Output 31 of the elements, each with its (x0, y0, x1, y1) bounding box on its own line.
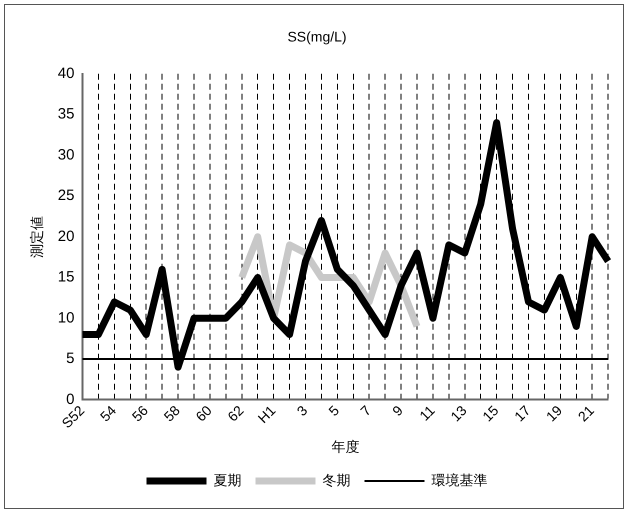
y-tick-label: 20 (58, 228, 74, 245)
legend-label: 環境基準 (432, 472, 488, 488)
y-tick-label: 35 (58, 106, 74, 123)
y-tick-label: 5 (66, 350, 74, 368)
y-tick-label: 25 (58, 187, 74, 204)
x-tick-label: 19 (542, 402, 566, 425)
legend-label: 夏期 (214, 472, 242, 488)
y-tick-label: 30 (58, 146, 74, 164)
x-tick-label: 62 (224, 402, 247, 425)
x-tick-label: 56 (128, 402, 152, 425)
x-tick-label: 3 (294, 402, 310, 420)
x-tick-label: 17 (511, 402, 534, 425)
chart-title: SS(mg/L) (287, 28, 347, 44)
legend-label: 冬期 (322, 472, 350, 488)
x-tick-label: 5 (325, 402, 342, 420)
x-tick-label: 7 (357, 402, 374, 420)
y-tick-label: 15 (58, 268, 74, 286)
y-tick-label: 40 (58, 64, 74, 82)
x-tick-label: 9 (389, 402, 406, 420)
y-tick-label: 0 (66, 390, 74, 408)
x-tick-label: 21 (574, 402, 598, 425)
x-tick-label: 60 (192, 402, 215, 425)
y-tick-label: 10 (58, 309, 74, 326)
x-tick-label: 11 (416, 402, 438, 424)
x-tick-label: 15 (479, 402, 502, 425)
x-tick-label: 13 (447, 402, 470, 425)
x-tick-label: 58 (160, 402, 184, 425)
y-axis-title: 測定値 (28, 216, 44, 258)
x-tick-label: 54 (96, 402, 120, 425)
x-tick-label: H1 (254, 402, 279, 426)
x-axis-title: 年度 (331, 438, 360, 454)
